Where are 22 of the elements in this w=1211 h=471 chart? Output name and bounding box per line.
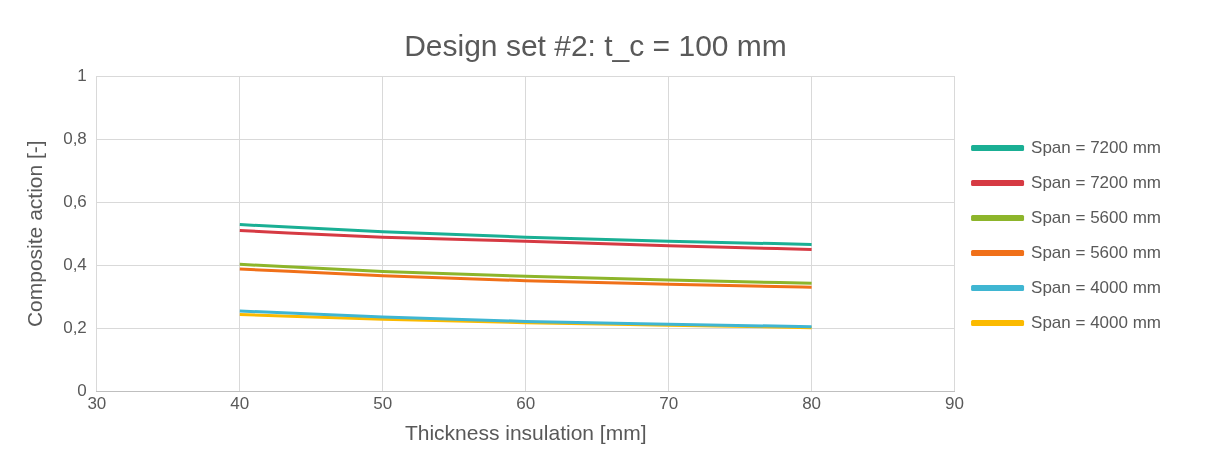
chart-title: Design set #2: t_c = 100 mm xyxy=(404,29,787,63)
x-tick-label: 40 xyxy=(230,394,250,414)
legend-label: Span = 7200 mm xyxy=(1031,172,1162,192)
legend-label: Span = 4000 mm xyxy=(1031,312,1162,332)
x-tick-label: 90 xyxy=(945,394,965,414)
legend-label: Span = 5600 mm xyxy=(1031,207,1162,227)
y-tick-label: 0,2 xyxy=(63,318,87,338)
legend-label: Span = 5600 mm xyxy=(1031,242,1162,262)
x-axis-title: Thickness insulation [mm] xyxy=(404,421,647,445)
x-tick-label: 60 xyxy=(516,394,536,414)
y-tick-label: 0,6 xyxy=(63,191,87,211)
legend-label: Span = 7200 mm xyxy=(1031,137,1162,157)
y-axis-title: Composite action [-] xyxy=(23,140,47,328)
legend-label: Span = 4000 mm xyxy=(1031,277,1162,297)
x-tick-label: 70 xyxy=(659,394,679,414)
y-tick-label: 1 xyxy=(77,65,87,85)
y-tick-label: 0,4 xyxy=(63,254,87,274)
x-tick-label: 30 xyxy=(87,394,107,414)
x-tick-label: 80 xyxy=(802,394,822,414)
y-tick-label: 0 xyxy=(77,381,87,401)
x-tick-label: 50 xyxy=(373,394,393,414)
y-tick-label: 0,8 xyxy=(63,128,87,148)
